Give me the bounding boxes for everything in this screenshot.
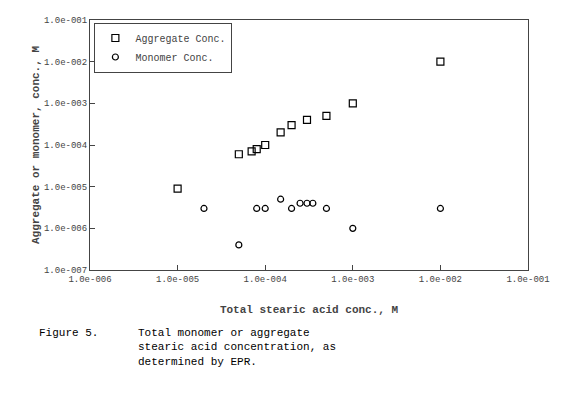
svg-text:Aggregate or monomer, conc., M: Aggregate or monomer, conc., M	[30, 46, 42, 244]
svg-text:1.0e-007: 1.0e-007	[44, 266, 87, 276]
svg-text:1.0e-005: 1.0e-005	[44, 183, 87, 193]
svg-text:1.0e-004: 1.0e-004	[244, 275, 287, 285]
svg-text:1.0e-003: 1.0e-003	[331, 275, 374, 285]
svg-text:1.0e-006: 1.0e-006	[68, 275, 111, 285]
svg-text:1.0e-006: 1.0e-006	[44, 224, 87, 234]
svg-text:Total stearic acid conc., M: Total stearic acid conc., M	[220, 304, 399, 316]
svg-text:1.0e-003: 1.0e-003	[44, 99, 87, 109]
svg-text:1.0e-001: 1.0e-001	[44, 16, 87, 26]
svg-text:1.0e-002: 1.0e-002	[419, 275, 462, 285]
svg-text:Figure 5. Total monomer o: Figure 5. Total monomer or aggregate ste…	[39, 327, 336, 368]
svg-text:1.0e-002: 1.0e-002	[44, 58, 87, 68]
svg-text:1.0e-001: 1.0e-001	[506, 275, 549, 285]
svg-text:1.0e-005: 1.0e-005	[156, 275, 199, 285]
svg-text:1.0e-004: 1.0e-004	[44, 141, 87, 151]
svg-text:Aggregate Conc.: Aggregate Conc.	[135, 34, 225, 45]
svg-text:Monomer Conc.: Monomer Conc.	[135, 53, 213, 64]
